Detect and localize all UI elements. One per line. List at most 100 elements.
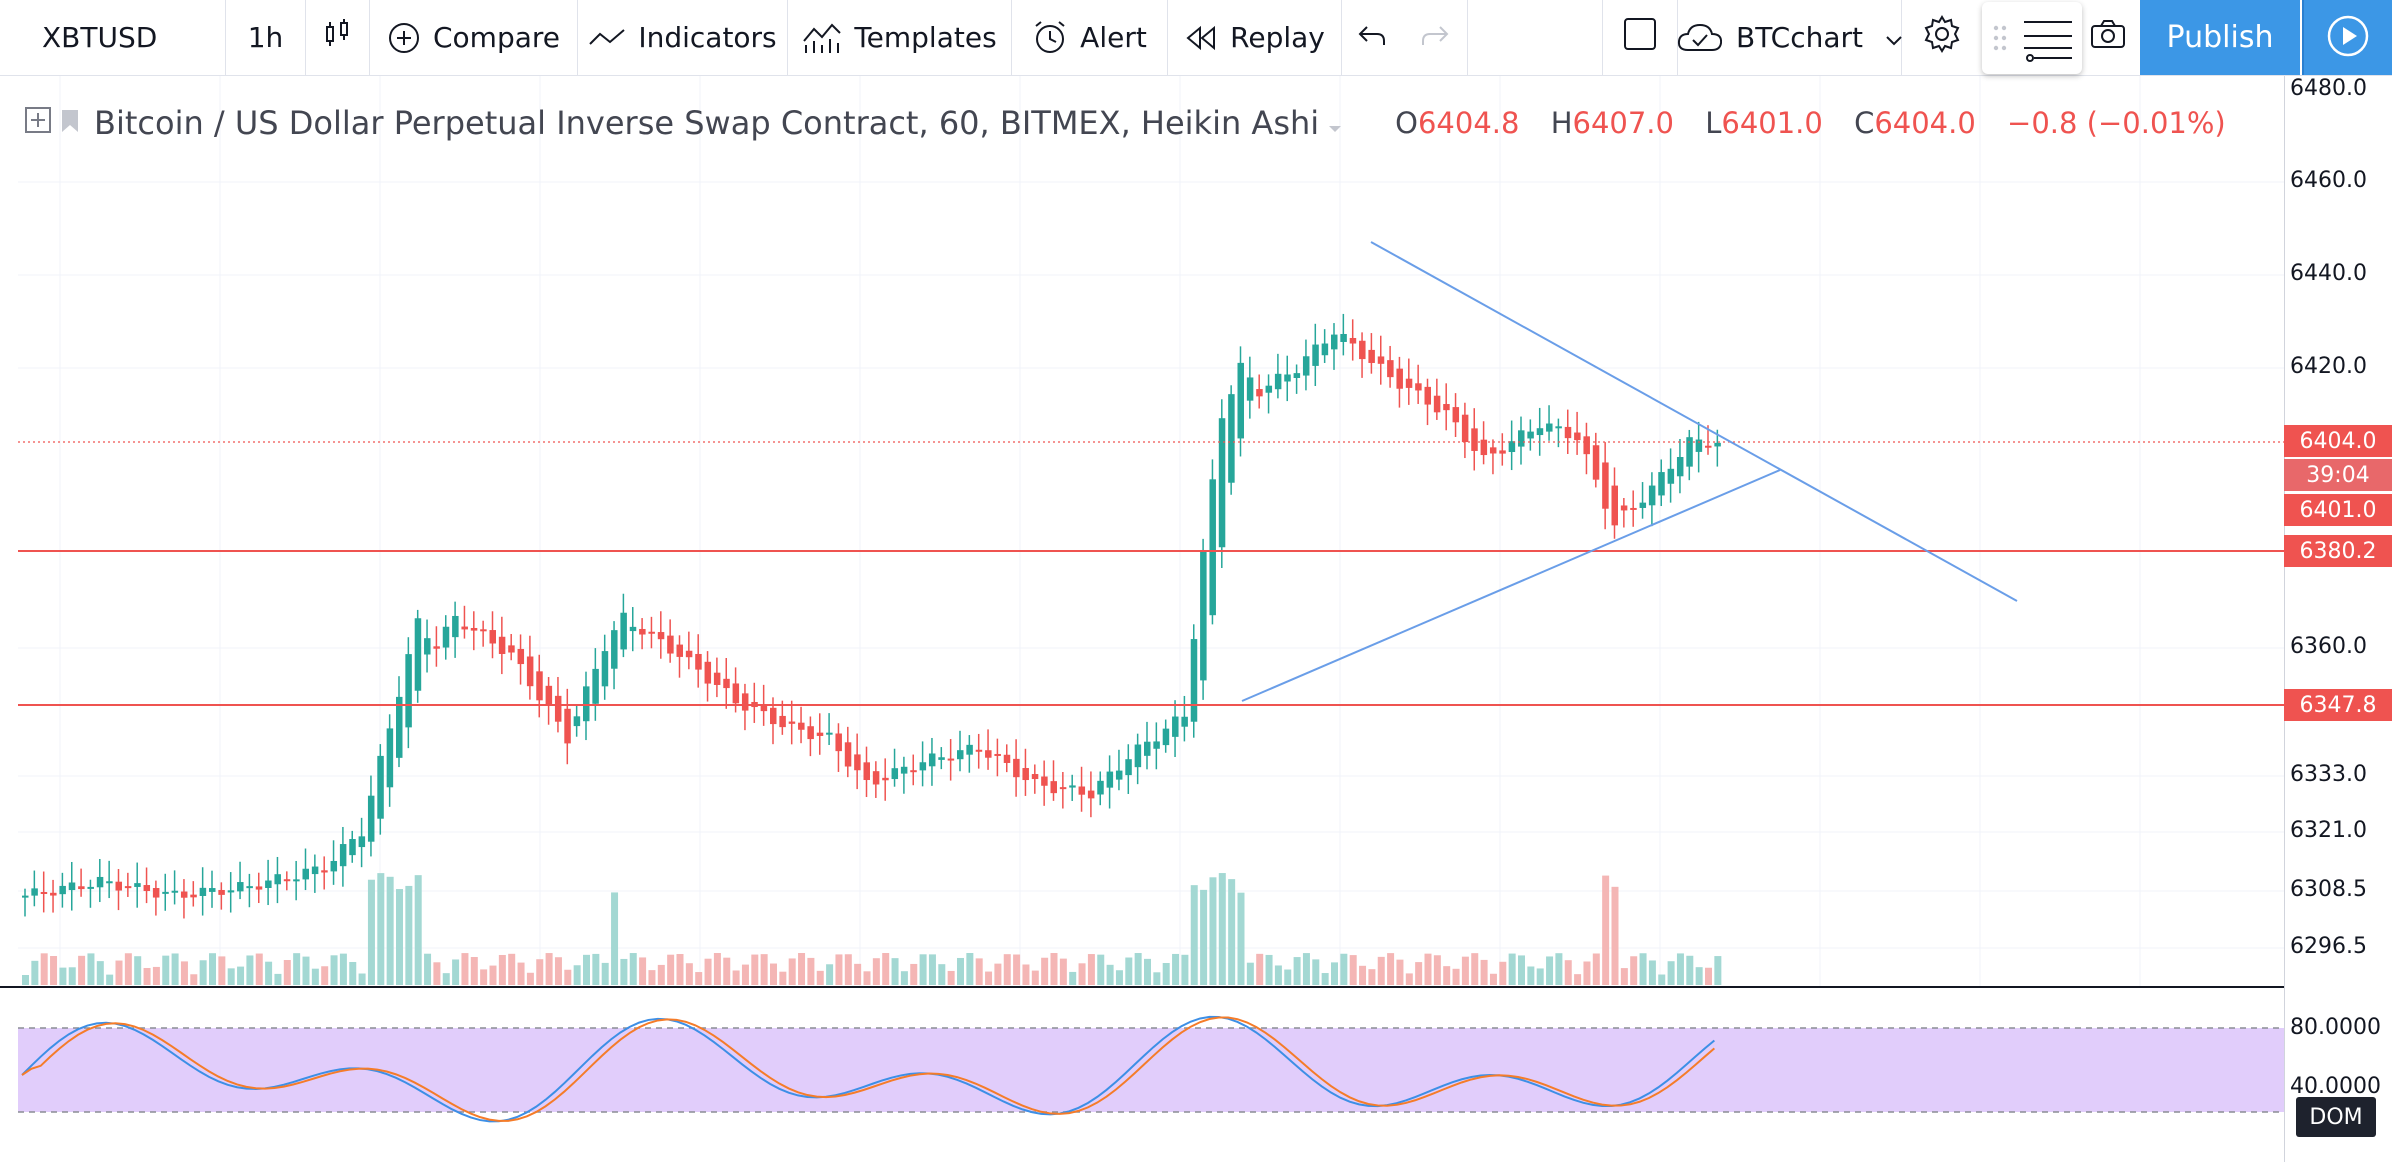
candle-body xyxy=(919,762,927,771)
replay-button[interactable]: Replay xyxy=(1168,0,1342,75)
close-value: 6404.0 xyxy=(1874,106,1976,140)
volume-bar xyxy=(629,953,637,985)
templates-label: Templates xyxy=(854,21,997,54)
volume-bar xyxy=(321,966,329,985)
volume-bar xyxy=(1396,959,1404,985)
volume-bar xyxy=(1228,879,1236,985)
volume-bar xyxy=(283,959,291,985)
volume-bar xyxy=(1013,954,1021,985)
candle-body xyxy=(1564,426,1572,439)
candle-body xyxy=(1293,373,1301,379)
play-button[interactable] xyxy=(2302,0,2392,75)
volume-bar xyxy=(1667,961,1675,985)
volume-bar xyxy=(966,953,974,985)
candle-body xyxy=(770,707,777,725)
candle-body xyxy=(106,881,113,884)
screenshot-button[interactable] xyxy=(2076,0,2140,75)
volume-bar xyxy=(723,957,731,985)
top-toolbar: XBTUSD 1h Compare Indicators Templates A… xyxy=(0,0,2392,76)
chevron-down-icon[interactable] xyxy=(1327,104,1343,142)
indicator-wave-icon xyxy=(588,26,626,50)
price-tick: 6420.0 xyxy=(2290,354,2367,379)
dom-button[interactable]: DOM xyxy=(2296,1097,2376,1137)
volume-bar xyxy=(826,964,834,985)
symbol-search[interactable]: XBTUSD xyxy=(18,0,226,75)
volume-bar xyxy=(1069,971,1077,985)
alert-button[interactable]: Alert xyxy=(1012,0,1168,75)
publish-button[interactable]: Publish xyxy=(2140,0,2300,75)
volume-bar xyxy=(517,962,525,985)
volume-bar xyxy=(40,953,48,985)
volume-bar xyxy=(1153,972,1161,985)
candle-body xyxy=(713,672,721,685)
volume-bar xyxy=(22,975,29,985)
compare-button[interactable]: Compare xyxy=(370,0,578,75)
volume-bar xyxy=(1312,959,1320,985)
volume-bar xyxy=(601,962,609,985)
volume-bar xyxy=(1639,953,1647,985)
layout-save-button[interactable]: BTCchart xyxy=(1677,0,1902,75)
volume-bar xyxy=(246,955,254,985)
layout-name-label: BTCchart xyxy=(1736,21,1864,54)
price-tick: 6460.0 xyxy=(2290,168,2367,193)
candle-body xyxy=(1349,337,1357,344)
square-icon xyxy=(1623,17,1657,58)
symbol-label: XBTUSD xyxy=(42,21,158,54)
indicators-button[interactable]: Indicators xyxy=(578,0,788,75)
redo-button[interactable] xyxy=(1402,0,1468,75)
volume-bar xyxy=(489,965,497,985)
gear-icon xyxy=(1922,14,1962,61)
candle-body xyxy=(1265,385,1273,393)
volume-bar xyxy=(667,954,675,985)
candle-body xyxy=(1172,716,1179,737)
volume-bar xyxy=(872,958,880,985)
candle-body xyxy=(1443,404,1450,411)
price-axis[interactable] xyxy=(2284,76,2392,1162)
candle-body xyxy=(1069,785,1076,788)
volume-bar xyxy=(293,953,301,985)
flag-icon[interactable] xyxy=(60,104,80,142)
volume-bar xyxy=(386,876,394,985)
volume-bar xyxy=(919,954,927,985)
volume-bar xyxy=(274,973,282,985)
undo-button[interactable] xyxy=(1342,0,1402,75)
candle-body xyxy=(1237,362,1244,439)
symbol-title[interactable]: Bitcoin / US Dollar Perpetual Inverse Sw… xyxy=(94,104,1320,142)
volume-bar xyxy=(1031,970,1039,985)
candle-body xyxy=(414,618,422,691)
templates-button[interactable]: Templates xyxy=(788,0,1012,75)
volume-bar xyxy=(1059,958,1067,985)
volume-bar xyxy=(1546,956,1554,985)
undo-icon xyxy=(1357,21,1387,54)
drag-handle-icon[interactable] xyxy=(1992,24,2008,56)
volume-bar xyxy=(1237,892,1245,985)
volume-bar xyxy=(209,953,216,985)
candle-body xyxy=(1340,333,1347,342)
candle-body xyxy=(526,656,534,687)
object-tree-icon[interactable] xyxy=(2022,16,2074,66)
volume-bar xyxy=(96,961,104,985)
candle-body xyxy=(1405,378,1413,388)
volume-bar xyxy=(1648,960,1656,985)
settings-button[interactable] xyxy=(1902,0,1982,75)
candle-body xyxy=(1574,432,1581,441)
volume-bar xyxy=(452,959,460,985)
candle-body xyxy=(1676,457,1684,477)
candle-body xyxy=(339,844,347,867)
chart-grid xyxy=(18,76,2284,987)
chart-style-button[interactable] xyxy=(306,0,370,75)
candle-body xyxy=(1078,786,1086,795)
volume-bar xyxy=(592,953,600,985)
candle-body xyxy=(209,888,216,892)
candle-body xyxy=(1284,374,1291,382)
interval-button[interactable]: 1h xyxy=(226,0,306,75)
fullscreen-button[interactable] xyxy=(1602,0,1678,75)
collapse-legend-icon[interactable] xyxy=(24,104,52,142)
candle-body xyxy=(620,612,627,650)
price-tick: 6296.5 xyxy=(2290,934,2367,959)
volume-bar xyxy=(985,971,993,985)
candle-body xyxy=(1695,439,1703,452)
volume-bar xyxy=(835,954,843,985)
drawing-toolbar-floating[interactable] xyxy=(1982,2,2082,74)
